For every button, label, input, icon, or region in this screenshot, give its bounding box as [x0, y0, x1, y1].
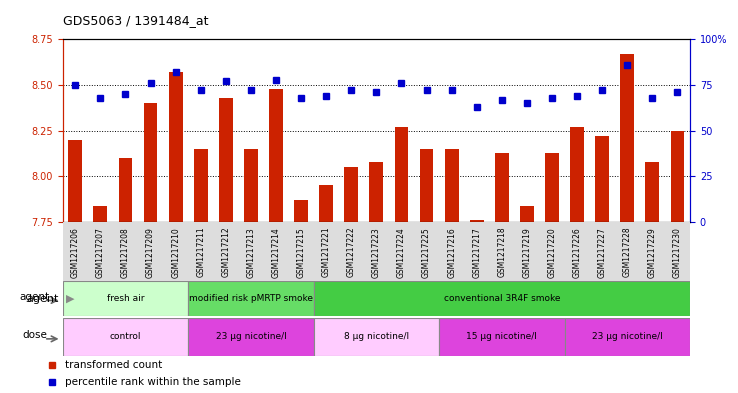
Bar	[289, 222, 314, 281]
Bar	[640, 222, 665, 281]
Bar	[63, 281, 188, 316]
Bar	[88, 222, 113, 281]
Bar	[364, 222, 389, 281]
Text: GSM1217212: GSM1217212	[221, 227, 230, 277]
Bar	[113, 222, 138, 281]
Text: GSM1217228: GSM1217228	[623, 227, 632, 277]
Bar	[320, 185, 333, 222]
Text: GSM1217213: GSM1217213	[246, 227, 255, 277]
Bar	[219, 98, 232, 222]
Text: transformed count: transformed count	[65, 360, 162, 370]
Text: GSM1217222: GSM1217222	[347, 227, 356, 277]
Text: GSM1217218: GSM1217218	[497, 227, 506, 277]
Bar	[339, 222, 364, 281]
Bar	[539, 222, 565, 281]
Bar	[615, 222, 640, 281]
Bar	[169, 72, 182, 222]
Text: ▶: ▶	[59, 294, 75, 304]
Bar	[314, 222, 339, 281]
Bar	[314, 318, 439, 356]
Text: GSM1217207: GSM1217207	[96, 227, 105, 277]
Bar	[188, 222, 213, 281]
Bar	[314, 281, 690, 316]
Bar	[163, 222, 188, 281]
Bar	[63, 318, 188, 356]
Bar	[395, 127, 408, 222]
Text: GSM1217210: GSM1217210	[171, 227, 180, 277]
Bar	[188, 318, 314, 356]
Bar	[294, 200, 308, 222]
Bar	[565, 222, 590, 281]
Bar	[194, 149, 207, 222]
Text: GSM1217225: GSM1217225	[422, 227, 431, 277]
Bar	[439, 222, 464, 281]
Text: 23 μg nicotine/l: 23 μg nicotine/l	[592, 332, 663, 342]
Text: modified risk pMRTP smoke: modified risk pMRTP smoke	[189, 294, 313, 303]
Bar	[489, 222, 514, 281]
Text: GSM1217208: GSM1217208	[121, 227, 130, 277]
Bar	[389, 222, 414, 281]
Text: GSM1217230: GSM1217230	[673, 227, 682, 277]
Bar	[345, 167, 358, 222]
Text: agent: agent	[19, 292, 49, 302]
Text: GSM1217215: GSM1217215	[297, 227, 306, 277]
Bar	[263, 222, 289, 281]
Bar	[520, 206, 534, 222]
Text: percentile rank within the sample: percentile rank within the sample	[65, 377, 241, 387]
Text: GDS5063 / 1391484_at: GDS5063 / 1391484_at	[63, 14, 208, 27]
Text: GSM1217216: GSM1217216	[447, 227, 456, 277]
Bar	[495, 152, 508, 222]
Bar	[94, 206, 107, 222]
Bar	[188, 281, 314, 316]
Text: GSM1217226: GSM1217226	[573, 227, 582, 277]
Text: 23 μg nicotine/l: 23 μg nicotine/l	[215, 332, 286, 342]
Bar	[590, 222, 615, 281]
Text: fresh air: fresh air	[107, 294, 144, 303]
Text: GSM1217217: GSM1217217	[472, 227, 481, 277]
Bar	[514, 222, 539, 281]
Bar	[570, 127, 584, 222]
Text: GSM1217211: GSM1217211	[196, 227, 205, 277]
Text: GSM1217219: GSM1217219	[523, 227, 531, 277]
Bar	[244, 149, 258, 222]
Bar	[370, 162, 383, 222]
Bar	[144, 103, 157, 222]
Bar	[119, 158, 132, 222]
Bar	[69, 140, 82, 222]
Text: GSM1217224: GSM1217224	[397, 227, 406, 277]
Bar	[621, 54, 634, 222]
Bar	[213, 222, 238, 281]
Text: GSM1217223: GSM1217223	[372, 227, 381, 277]
Text: GSM1217227: GSM1217227	[598, 227, 607, 277]
Bar	[138, 222, 163, 281]
Text: GSM1217221: GSM1217221	[322, 227, 331, 277]
Text: GSM1217209: GSM1217209	[146, 227, 155, 277]
Text: GSM1217214: GSM1217214	[272, 227, 280, 277]
Bar	[420, 149, 433, 222]
Bar	[464, 222, 489, 281]
Text: 15 μg nicotine/l: 15 μg nicotine/l	[466, 332, 537, 342]
Bar	[545, 152, 559, 222]
Text: GSM1217229: GSM1217229	[648, 227, 657, 277]
Text: conventional 3R4F smoke: conventional 3R4F smoke	[444, 294, 560, 303]
Text: control: control	[110, 332, 141, 342]
Bar	[596, 136, 609, 222]
Text: dose: dose	[22, 330, 47, 340]
Bar	[238, 222, 263, 281]
Text: agent: agent	[27, 294, 59, 304]
Bar	[646, 162, 659, 222]
Bar	[269, 89, 283, 222]
Bar	[470, 220, 483, 222]
Bar	[671, 131, 684, 222]
Text: 8 μg nicotine/l: 8 μg nicotine/l	[344, 332, 409, 342]
Text: GSM1217206: GSM1217206	[71, 227, 80, 277]
Bar	[445, 149, 458, 222]
Bar	[665, 222, 690, 281]
Bar	[439, 318, 565, 356]
Bar	[565, 318, 690, 356]
Bar	[63, 222, 88, 281]
Bar	[414, 222, 439, 281]
Text: GSM1217220: GSM1217220	[548, 227, 556, 277]
